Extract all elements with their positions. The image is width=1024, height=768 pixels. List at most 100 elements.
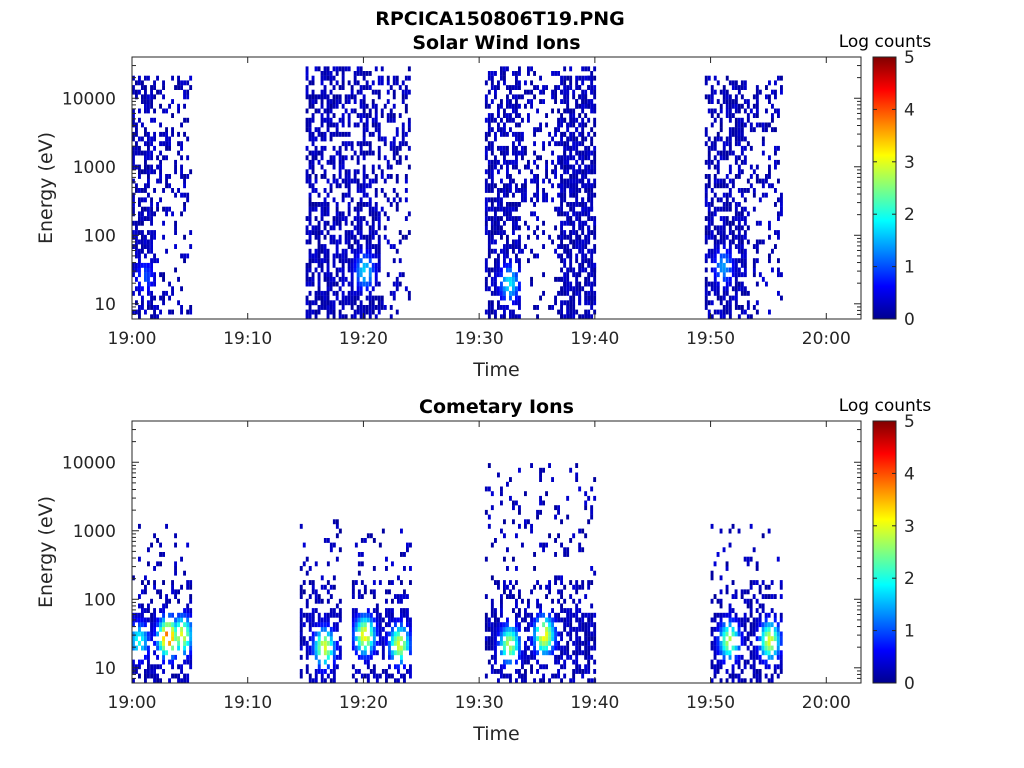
heatmap-cell <box>400 528 403 534</box>
heatmap-cell <box>768 220 771 226</box>
heatmap-cell <box>728 650 732 656</box>
heatmap-cell <box>177 636 180 642</box>
heatmap-cell <box>704 267 708 273</box>
heatmap-cell <box>587 645 591 651</box>
heatmap-cell <box>314 206 318 212</box>
heatmap-cell <box>409 669 412 674</box>
heatmap-cell <box>335 519 339 525</box>
heatmap-cell <box>713 136 717 142</box>
heatmap-cell <box>365 244 369 249</box>
heatmap-cell <box>515 131 518 137</box>
heatmap-cell <box>156 75 159 81</box>
heatmap-cell <box>512 300 515 306</box>
heatmap-cell <box>521 145 524 151</box>
heatmap-cell <box>728 113 732 118</box>
heatmap-cell <box>162 622 165 628</box>
heatmap-cell <box>539 99 542 104</box>
heatmap-cell <box>503 75 506 81</box>
heatmap-cell <box>356 66 360 72</box>
heatmap-cell <box>506 131 509 137</box>
heatmap-cell <box>141 659 144 665</box>
heatmap-cell <box>569 206 573 212</box>
heatmap-cell <box>575 183 579 189</box>
heatmap-cell <box>710 253 714 259</box>
heatmap-cell <box>317 225 321 231</box>
heatmap-cell <box>490 300 494 306</box>
heatmap-cell <box>305 612 309 618</box>
heatmap-cell <box>177 85 180 90</box>
heatmap-cell <box>725 113 729 118</box>
heatmap-cell <box>557 211 560 217</box>
x-tick-label: 19:00 <box>108 693 157 713</box>
heatmap-cell <box>539 542 542 548</box>
heatmap-cell <box>731 183 735 189</box>
heatmap-cell <box>533 178 536 184</box>
heatmap-cell <box>317 150 321 156</box>
heatmap-cell <box>587 258 591 264</box>
colorbar-tick-label: 0 <box>904 310 915 330</box>
heatmap-cell <box>389 117 393 123</box>
heatmap-cell <box>749 183 753 189</box>
heatmap-cell <box>557 192 560 198</box>
heatmap-cell <box>487 248 491 254</box>
heatmap-cell <box>533 636 536 642</box>
heatmap-cell <box>506 262 509 268</box>
heatmap-cell <box>171 673 174 679</box>
heatmap-cell <box>329 281 333 287</box>
heatmap-cell <box>524 178 527 184</box>
heatmap-cell <box>317 617 321 623</box>
heatmap-cell <box>497 253 500 259</box>
heatmap-cell <box>581 626 585 632</box>
heatmap-cell <box>150 234 153 240</box>
heatmap-cell <box>500 150 503 156</box>
heatmap-cell <box>391 580 394 585</box>
heatmap-cell <box>581 155 585 161</box>
heatmap-cell <box>557 234 560 240</box>
heatmap-cell <box>575 253 579 259</box>
heatmap-cell <box>132 113 135 118</box>
heatmap-cell <box>365 253 369 259</box>
heatmap-cell <box>563 192 567 198</box>
heatmap-cell <box>587 669 591 674</box>
heatmap-cell <box>141 631 144 637</box>
heatmap-cell <box>314 314 318 320</box>
heatmap-cell <box>174 561 177 567</box>
heatmap-cell <box>563 117 567 123</box>
heatmap-cell <box>569 281 573 287</box>
heatmap-cell <box>554 295 557 301</box>
heatmap-cell <box>162 640 165 646</box>
heatmap-cell <box>752 617 756 623</box>
heatmap-cell <box>381 617 385 623</box>
heatmap-cell <box>581 612 585 618</box>
heatmap-cell <box>572 145 576 151</box>
heatmap-cell <box>338 164 342 170</box>
heatmap-cell <box>311 281 315 287</box>
heatmap-cell <box>503 192 506 198</box>
heatmap-cell <box>584 505 588 511</box>
heatmap-cell <box>326 267 330 273</box>
heatmap-cell <box>487 272 491 278</box>
heatmap-cell <box>308 253 312 259</box>
heatmap-cell <box>500 145 503 151</box>
heatmap-cell <box>383 155 387 161</box>
heatmap-cell <box>305 145 309 151</box>
heatmap-cell <box>353 300 357 306</box>
heatmap-cell <box>566 136 570 142</box>
heatmap-cell <box>162 131 165 137</box>
heatmap-cell <box>389 108 393 114</box>
heatmap-cell <box>572 239 576 245</box>
heatmap-cell <box>344 258 348 264</box>
heatmap-cell <box>500 281 503 287</box>
heatmap-cell <box>314 622 318 628</box>
heatmap-cell <box>722 286 726 292</box>
heatmap-cell <box>347 295 351 301</box>
heatmap-cell <box>494 636 497 642</box>
heatmap-cell <box>305 669 309 674</box>
heatmap-cell <box>560 519 563 525</box>
heatmap-cell <box>734 281 738 287</box>
heatmap-cell <box>497 159 500 165</box>
heatmap-cell <box>575 472 579 478</box>
heatmap-cell <box>743 617 747 623</box>
heatmap-cell <box>372 589 376 595</box>
heatmap-cell <box>487 188 491 193</box>
